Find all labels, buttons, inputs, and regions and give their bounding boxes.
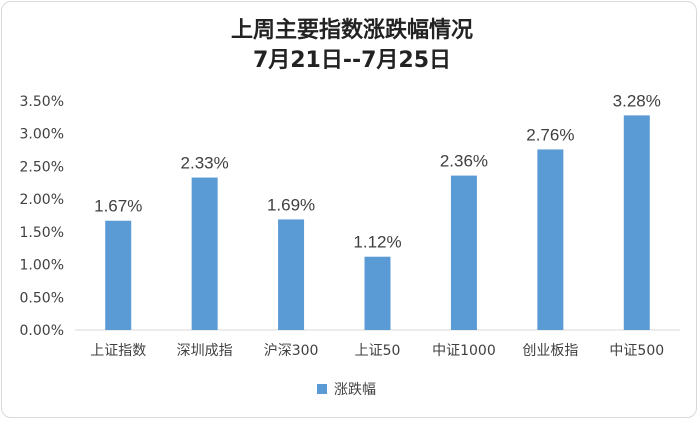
data-label: 1.12% [353,233,401,252]
data-label: 3.28% [613,91,661,110]
y-tick-label: 1.50% [20,225,64,241]
x-category-label: 中证500 [609,343,664,359]
data-label: 2.36% [440,152,488,171]
bar [364,256,391,330]
x-category-label: 上证指数 [90,343,146,359]
x-category-label: 上证50 [355,343,401,359]
x-category-label: 深圳成指 [177,343,233,359]
data-label: 1.69% [267,195,315,214]
data-label: 2.76% [526,125,574,144]
chart-title: 上周主要指数涨跌幅情况 [231,17,473,43]
bar [623,115,650,330]
y-tick-label: 0.00% [20,323,64,339]
data-label: 2.33% [181,154,229,173]
bar [537,149,564,330]
bar [278,219,305,330]
y-tick-label: 0.50% [20,290,64,306]
y-tick-label: 3.50% [20,94,64,110]
legend-label: 涨跌幅 [334,382,376,398]
bar [450,175,477,330]
y-tick-label: 2.50% [20,159,64,175]
y-tick-label: 1.00% [20,258,64,274]
x-category-label: 沪深300 [264,343,319,359]
bar [191,177,218,330]
y-tick-label: 3.00% [20,127,64,143]
x-category-label: 中证1000 [432,343,496,359]
bar [105,220,132,330]
legend-swatch [317,384,327,394]
chart-subtitle: 7月21日--7月25日 [253,48,451,73]
data-label: 1.67% [94,197,142,216]
y-tick-label: 2.00% [20,192,64,208]
x-category-label: 创业板指 [522,343,578,359]
